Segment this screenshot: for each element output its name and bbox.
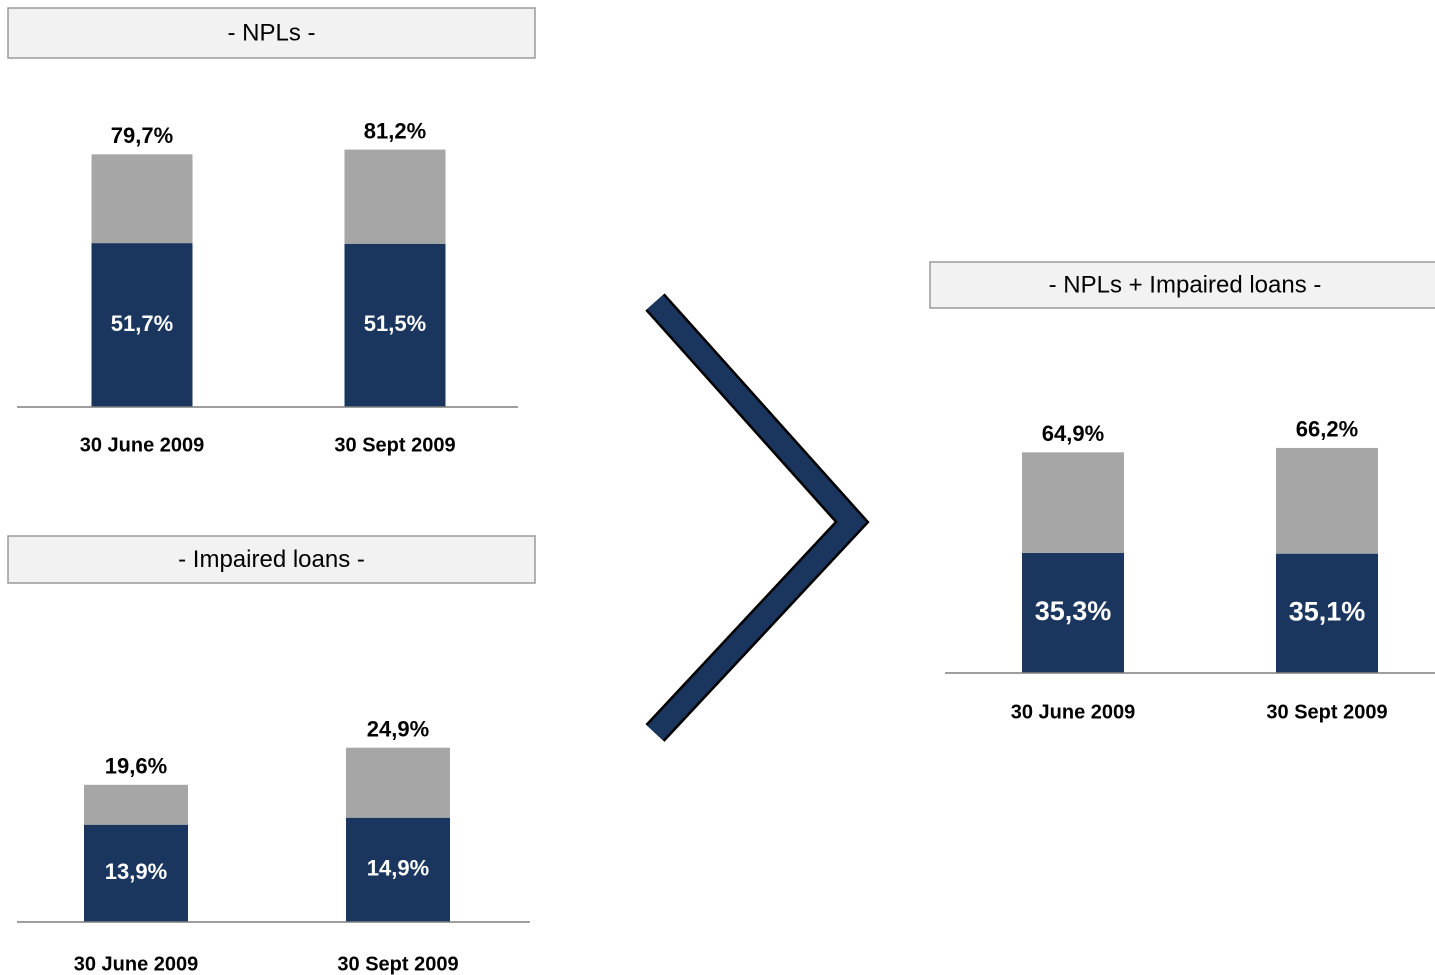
bar-segment xyxy=(346,817,450,922)
bar-segment xyxy=(91,243,193,407)
segment-label: 13,9% xyxy=(105,859,167,884)
x-tick-label: 30 Sept 2009 xyxy=(1266,701,1387,723)
bar-segment xyxy=(1022,452,1124,553)
chevron-arrow xyxy=(645,293,870,742)
chart-title: - Impaired loans - xyxy=(178,546,365,573)
x-tick-label: 30 June 2009 xyxy=(74,953,199,975)
segment-label: 51,5% xyxy=(364,311,426,336)
bar-segment xyxy=(91,154,193,244)
bar-segment xyxy=(84,784,188,825)
segment-label: 35,1% xyxy=(1289,596,1366,626)
bar-segment xyxy=(346,747,450,818)
title-box xyxy=(7,7,536,59)
segment-label: 35,3% xyxy=(1035,596,1112,626)
bar-segment xyxy=(1276,447,1378,554)
bar-segment xyxy=(1276,553,1378,673)
segment-label: 14,9% xyxy=(367,856,429,881)
bar-segment xyxy=(344,149,446,244)
x-tick-label: 30 Sept 2009 xyxy=(337,953,458,975)
total-label: 24,9% xyxy=(367,717,429,742)
bar-segment xyxy=(1022,552,1124,673)
x-tick-label: 30 Sept 2009 xyxy=(334,434,455,456)
total-label: 64,9% xyxy=(1042,421,1104,446)
x-tick-label: 30 June 2009 xyxy=(1011,701,1136,723)
total-label: 81,2% xyxy=(364,118,426,143)
chart-title: - NPLs + Impaired loans - xyxy=(1049,271,1322,298)
segment-label: 51,7% xyxy=(111,311,173,336)
title-box xyxy=(929,261,1435,309)
chart-title: - NPLs - xyxy=(227,19,315,46)
bar-segment xyxy=(84,824,188,922)
title-box xyxy=(7,535,536,584)
bar-segment xyxy=(344,243,446,407)
total-label: 66,2% xyxy=(1296,417,1358,442)
total-label: 19,6% xyxy=(105,754,167,779)
x-tick-label: 30 June 2009 xyxy=(80,434,205,456)
total-label: 79,7% xyxy=(111,123,173,148)
